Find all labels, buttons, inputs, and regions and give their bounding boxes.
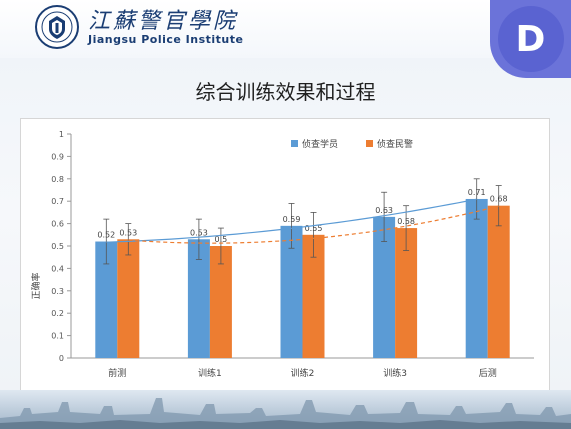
bar xyxy=(395,228,418,358)
y-tick-label: 0 xyxy=(59,354,64,363)
x-tick-label: 后测 xyxy=(479,368,497,379)
section-badge: D xyxy=(490,0,571,78)
bar xyxy=(280,225,303,358)
y-tick-label: 0.7 xyxy=(51,197,64,206)
data-label: 0.5 xyxy=(215,235,228,244)
bar xyxy=(373,216,396,358)
bar xyxy=(487,205,510,358)
data-label: 0.59 xyxy=(283,215,301,224)
institute-name-cn: 江蘇警官學院 xyxy=(88,9,239,34)
slide-header: 江蘇警官學院 Jiangsu Police Institute xyxy=(0,0,571,58)
y-tick-label: 0.3 xyxy=(51,287,64,296)
y-tick-label: 0.2 xyxy=(51,309,64,318)
data-label: 0.68 xyxy=(490,195,508,204)
legend-label: 侦查民警 xyxy=(377,138,413,150)
x-tick-label: 训练2 xyxy=(291,367,315,379)
legend-label: 侦查学员 xyxy=(302,138,338,150)
y-tick-label: 0.1 xyxy=(51,332,64,341)
legend-swatch xyxy=(291,140,298,147)
bar xyxy=(302,234,325,358)
data-label: 0.53 xyxy=(190,228,208,237)
bar xyxy=(117,239,140,358)
x-tick-label: 前测 xyxy=(108,367,126,379)
data-label: 0.55 xyxy=(305,224,323,233)
data-label: 0.71 xyxy=(468,188,486,197)
y-tick-label: 0.4 xyxy=(51,264,64,273)
section-letter: D xyxy=(497,6,564,72)
legend-swatch xyxy=(366,140,373,147)
slide-title: 综合训练效果和过程 xyxy=(195,80,376,104)
trendline xyxy=(106,198,477,243)
trendline xyxy=(128,205,499,244)
bar xyxy=(95,241,118,358)
y-tick-label: 1 xyxy=(59,130,64,139)
police-seal-icon xyxy=(35,5,79,49)
bar xyxy=(209,246,232,358)
y-axis-label: 正确率 xyxy=(30,272,42,299)
y-tick-label: 0.5 xyxy=(51,242,64,251)
bar xyxy=(187,239,210,358)
data-label: 0.52 xyxy=(97,231,115,240)
institute-name-en: Jiangsu Police Institute xyxy=(88,33,244,46)
y-tick-label: 0.6 xyxy=(51,220,64,229)
y-tick-label: 0.9 xyxy=(51,152,64,161)
x-tick-label: 训练3 xyxy=(383,367,407,379)
chart-container: 0 0.1 0.2 0.3 0.4 0.5 0.6 0.7 0.8 0.9 1 正确率前测 0.52 0.… xyxy=(20,118,550,392)
data-label: 0.53 xyxy=(119,228,137,237)
y-tick-label: 0.8 xyxy=(51,175,64,184)
data-label: 0.58 xyxy=(397,217,415,226)
city-skyline-banner xyxy=(0,390,571,429)
data-label: 0.63 xyxy=(375,206,393,215)
bar xyxy=(465,198,488,358)
x-tick-label: 训练1 xyxy=(198,367,222,379)
